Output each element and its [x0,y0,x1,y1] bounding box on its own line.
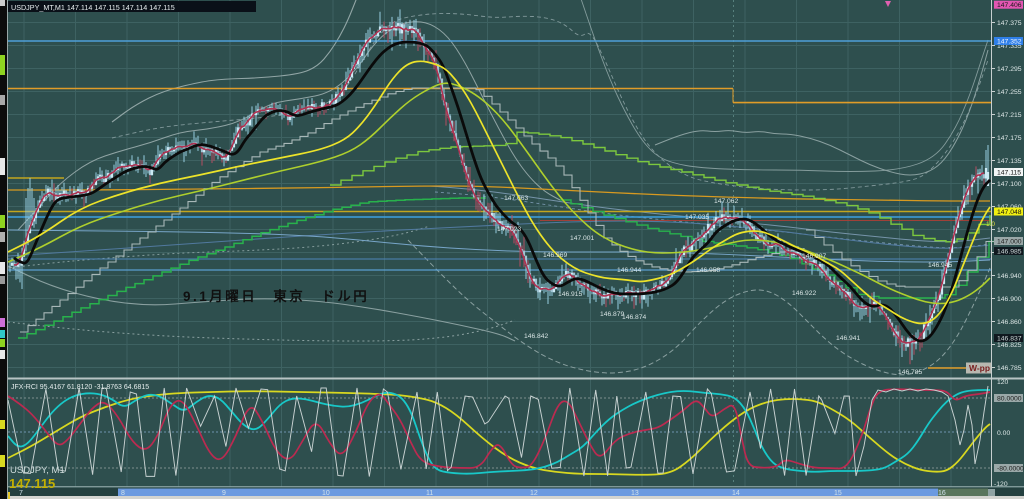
svg-text:80.0000: 80.0000 [997,396,1022,403]
svg-text:147.023: 147.023 [497,226,521,233]
svg-text:146.874: 146.874 [622,314,646,321]
svg-text:147.048: 147.048 [997,209,1022,216]
svg-text:147.001: 147.001 [570,235,594,242]
svg-text:147.335: 147.335 [997,43,1022,50]
svg-text:16: 16 [938,490,946,497]
svg-text:147.062: 147.062 [714,198,738,205]
svg-text:15: 15 [834,490,842,497]
svg-text:147.135: 147.135 [997,158,1022,165]
svg-text:146.879: 146.879 [600,311,624,318]
svg-text:146.907: 146.907 [802,253,826,260]
svg-text:147.100: 147.100 [997,181,1022,188]
svg-text:146.785: 146.785 [898,369,922,376]
svg-text:147.115: 147.115 [9,476,55,491]
svg-text:14: 14 [732,490,740,497]
svg-text:12: 12 [530,490,538,497]
svg-text:147.115: 147.115 [997,170,1021,177]
svg-text:1.0: 1.0 [986,221,995,228]
svg-text:146.915: 146.915 [558,291,582,298]
svg-text:146.945: 146.945 [928,262,952,269]
svg-text:-80.0000: -80.0000 [997,466,1024,473]
svg-text:147.215: 147.215 [997,112,1022,119]
svg-text:147.295: 147.295 [997,66,1022,73]
svg-text:USDJPY, M1: USDJPY, M1 [10,465,65,476]
svg-text:146.958: 146.958 [696,267,720,274]
svg-text:11: 11 [426,490,433,497]
svg-text:146.941: 146.941 [836,335,860,342]
svg-text:147.035: 147.035 [685,214,709,221]
svg-text:10: 10 [322,490,330,497]
svg-text:8: 8 [121,490,125,497]
svg-text:147.406: 147.406 [997,2,1022,9]
svg-text:9.1月曜日 東京 ドル円: 9.1月曜日 東京 ドル円 [183,288,369,304]
svg-text:146.940: 146.940 [997,273,1022,280]
svg-text:147.000: 147.000 [997,239,1022,246]
svg-text:146.842: 146.842 [524,333,548,340]
svg-text:146.860: 146.860 [997,319,1022,326]
svg-text:USDJPY_MT,M1 147.114 147.115: USDJPY_MT,M1 147.114 147.115 147.114 147… [11,3,175,12]
svg-text:147.375: 147.375 [997,20,1022,27]
svg-text:W-pp: W-pp [969,363,990,373]
svg-text:146.969: 146.969 [543,252,567,259]
svg-text:120: 120 [997,379,1009,386]
svg-text:146.785: 146.785 [997,365,1022,372]
svg-text:146.837: 146.837 [997,336,1022,343]
svg-text:147.175: 147.175 [997,135,1022,142]
svg-text:147.352: 147.352 [997,39,1022,46]
svg-text:146.944: 146.944 [617,267,641,274]
svg-text:7: 7 [19,490,23,497]
svg-text:146.825: 146.825 [997,342,1022,349]
svg-text:146.985: 146.985 [997,249,1022,256]
svg-text:146.900: 146.900 [997,296,1022,303]
svg-text:13: 13 [631,490,639,497]
svg-text:147.255: 147.255 [997,89,1022,96]
svg-text:9: 9 [222,490,226,497]
svg-text:0.00: 0.00 [997,430,1010,437]
svg-text:-120: -120 [994,481,1008,488]
svg-text:JFX-RCI 95.4167 61.8120 -31.87: JFX-RCI 95.4167 61.8120 -31.8763 64.6815 [11,384,149,391]
svg-text:146.922: 146.922 [792,290,816,297]
svg-text:147.020: 147.020 [997,227,1022,234]
svg-text:147.063: 147.063 [504,195,528,202]
